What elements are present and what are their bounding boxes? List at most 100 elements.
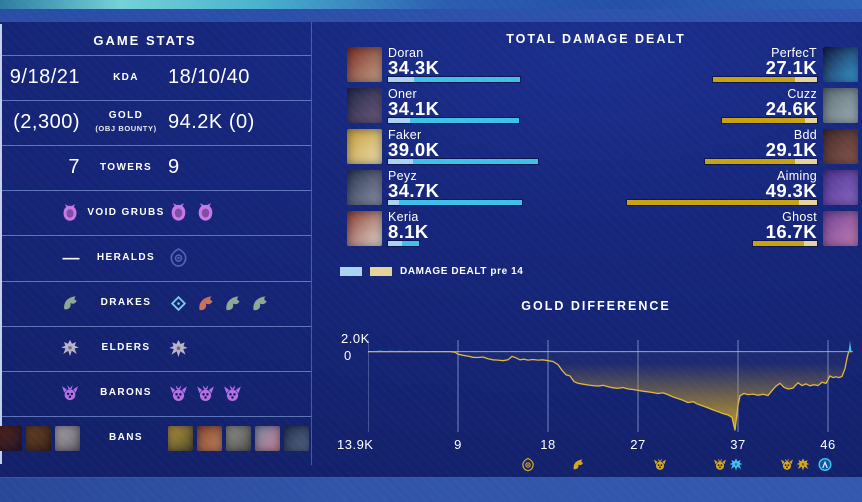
- stat-divider: [0, 100, 311, 102]
- damage-bar-pre14: [795, 77, 817, 82]
- gold-tick-27: 27: [630, 437, 646, 452]
- grub-icon: [198, 203, 213, 221]
- legend-swatch-gold: [370, 267, 392, 276]
- damage-column-left: Doran 34.3K Oner 34.1K Faker 39.0K Peyz 34.7K Ke…: [347, 47, 539, 252]
- gold-difference-svg: [367, 340, 853, 432]
- gold-difference-title: GOLD DIFFERENCE: [521, 299, 671, 313]
- stat-left-elders: [0, 326, 80, 371]
- player-portrait: [347, 129, 382, 164]
- ban-portrait: [255, 425, 280, 451]
- ban-portrait: [55, 425, 80, 451]
- baron-icon: [781, 458, 793, 470]
- damage-bar-main: [627, 200, 799, 205]
- ban-portrait: [197, 425, 222, 451]
- stat-sublabel: (OBJ BOUNTY): [95, 124, 157, 134]
- stat-left-gold: (2,300): [13, 111, 80, 134]
- stat-divider: [0, 280, 311, 282]
- stat-label-text: BARONS: [100, 387, 152, 399]
- damage-info: Ghost 16.7K: [752, 210, 818, 247]
- damage-bar-main: [753, 241, 804, 246]
- damage-legend: DAMAGE DEALT pre 14: [340, 266, 523, 277]
- damage-bar-main: [713, 77, 795, 82]
- damage-bar-main: [722, 118, 805, 123]
- stat-right-icons: [168, 338, 189, 359]
- ban-portrait: [168, 425, 193, 451]
- damage-row-keria: Keria 8.1K: [347, 211, 538, 247]
- damage-bar: [752, 240, 818, 247]
- gold-tick-46: 46: [820, 437, 836, 452]
- damage-bar-pre14: [388, 77, 414, 82]
- bottom-band: [0, 478, 862, 502]
- damage-info: Oner 34.1K: [387, 88, 520, 124]
- damage-bar-pre14: [388, 200, 399, 205]
- stat-right-barons: [168, 371, 243, 416]
- elder-icon: [61, 339, 79, 357]
- bans-left: [0, 425, 80, 451]
- stat-label-heralds: HERALDS: [86, 235, 166, 280]
- stat-right-elders: [168, 326, 189, 371]
- infernal-icon: [199, 295, 213, 310]
- damage-row-aiming: Aiming 49.3K: [626, 170, 858, 206]
- stat-label-text: TOWERS: [99, 161, 153, 173]
- stat-row-void-grubs: VOID GRUBS: [0, 190, 311, 235]
- player-portrait: [347, 211, 382, 246]
- stat-right-icons: [168, 247, 189, 268]
- elder-icon: [169, 339, 188, 357]
- drake-icon: [253, 295, 267, 310]
- game-stats-title: GAME STATS: [93, 33, 197, 48]
- damage-value: 16.7K: [765, 221, 817, 242]
- stat-row-elders: ELDERS: [0, 326, 311, 371]
- stat-right-bans: [168, 416, 309, 461]
- damage-value: 29.1K: [765, 139, 817, 160]
- objective-event: [818, 457, 833, 472]
- ban-portrait: [26, 425, 51, 451]
- player-portrait: [823, 47, 858, 82]
- baron-icon: [714, 458, 726, 470]
- damage-value: 27.1K: [765, 57, 817, 78]
- damage-bar-main: [705, 159, 795, 164]
- stat-label-text: DRAKES: [100, 297, 152, 308]
- stat-right-heralds: [168, 235, 189, 280]
- objective-event: [713, 457, 744, 472]
- stat-divider: [0, 55, 311, 56]
- stat-right-icons: [168, 202, 216, 223]
- damage-row-peyz: Peyz 34.7K: [347, 170, 538, 206]
- stat-row-heralds: — HERALDS: [0, 235, 311, 280]
- damage-bar-main: [414, 77, 520, 82]
- stat-row-bans: BANS: [0, 416, 311, 461]
- player-portrait: [823, 170, 858, 205]
- baron-icon: [197, 384, 214, 401]
- stat-label-bans: BANS: [86, 416, 166, 461]
- damage-info: Doran 34.3K: [387, 47, 521, 83]
- stat-right-towers: 9: [168, 156, 180, 179]
- damage-info: PerfecT 27.1K: [712, 47, 818, 83]
- damage-bar: [704, 158, 818, 165]
- stat-label-text: KDA: [113, 71, 139, 83]
- objective-event: [653, 457, 668, 472]
- baron-icon: [654, 458, 666, 470]
- damage-value: 34.3K: [388, 57, 440, 78]
- damage-info: Faker 39.0K: [387, 129, 539, 165]
- drake-icon: [573, 459, 584, 470]
- stat-divider: [0, 325, 311, 327]
- grub-icon: [63, 203, 77, 221]
- damage-value: 24.6K: [765, 98, 817, 119]
- stat-divider: [0, 235, 311, 237]
- gold-axis-zero-label: 0: [344, 348, 352, 363]
- damage-info: Cuzz 24.6K: [721, 88, 818, 124]
- gold-difference-chart: [367, 334, 853, 436]
- stat-left-void-grubs: [0, 190, 80, 235]
- top-teal-band: [0, 0, 862, 9]
- stat-label-barons: BARONS: [86, 371, 166, 416]
- damage-row-cuzz: Cuzz 24.6K: [627, 88, 858, 124]
- objective-event: [571, 457, 586, 472]
- player-portrait: [823, 129, 858, 164]
- damage-value: 39.0K: [388, 139, 440, 160]
- player-name: Ghost: [782, 210, 817, 224]
- stat-left-kda: 9/18/21: [9, 66, 80, 88]
- stat-label-elders: ELDERS: [86, 326, 166, 371]
- stat-right-void-grubs: [168, 190, 216, 235]
- cloud-icon: [170, 295, 187, 311]
- damage-bar-main: [402, 241, 419, 246]
